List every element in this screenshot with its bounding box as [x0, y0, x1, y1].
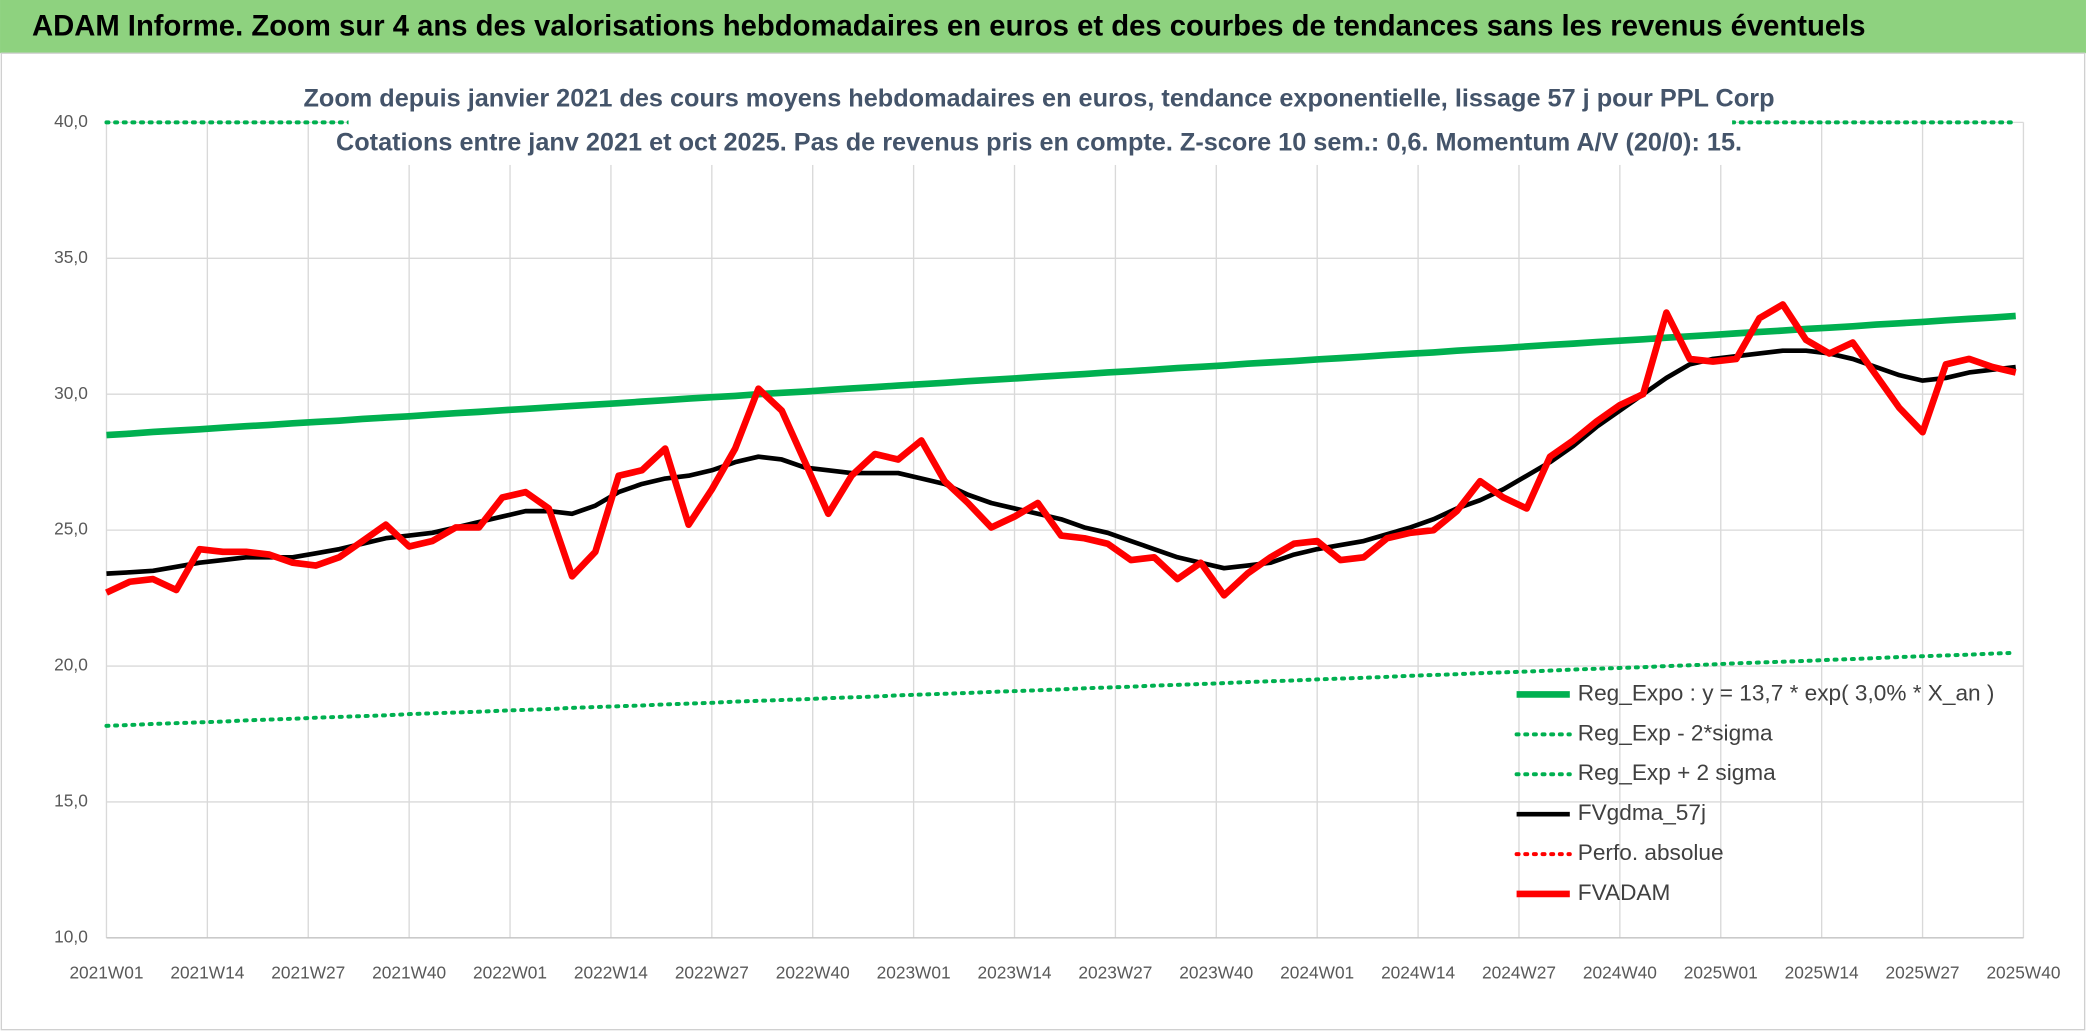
title-box	[348, 77, 1733, 165]
x-tick-label: 2023W01	[877, 962, 951, 982]
x-tick-label: 2023W27	[1078, 962, 1152, 982]
chart-title: Zoom depuis janvier 2021 des cours moyen…	[303, 84, 1774, 112]
x-tick-label: 2021W27	[271, 962, 345, 982]
x-tick-label: 2021W01	[69, 962, 143, 982]
x-tick-label: 2025W14	[1785, 962, 1859, 982]
x-tick-label: 2023W40	[1179, 962, 1253, 982]
y-tick-label: 20,0	[54, 655, 88, 675]
x-tick-label: 2021W14	[170, 962, 244, 982]
y-tick-label: 40,0	[54, 111, 88, 131]
x-tick-label: 2024W14	[1381, 962, 1455, 982]
legend-label: Reg_Exp - 2*sigma	[1578, 720, 1773, 745]
header-bar	[0, 0, 2086, 54]
series-line	[104, 650, 2018, 728]
x-tick-label: 2022W01	[473, 962, 547, 982]
x-tick-label: 2025W40	[1986, 962, 2060, 982]
y-tick-label: 10,0	[54, 926, 88, 946]
chart-subtitle: Cotations entre janv 2021 et oct 2025. P…	[336, 128, 1742, 156]
legend-label: Perfo. absolue	[1578, 840, 1724, 865]
x-tick-label: 2021W40	[372, 962, 446, 982]
x-tick-label: 2024W27	[1482, 962, 1556, 982]
legend-label: Reg_Exp + 2 sigma	[1578, 760, 1776, 785]
series-line	[105, 301, 2017, 599]
header-title: ADAM Informe. Zoom sur 4 ans des valoris…	[32, 11, 1866, 43]
x-tick-label: 2022W14	[574, 962, 648, 982]
y-tick-label: 25,0	[54, 519, 88, 539]
x-tick-label: 2022W27	[675, 962, 749, 982]
x-tick-label: 2022W40	[776, 962, 850, 982]
series-line	[106, 312, 2016, 439]
y-tick-label: 35,0	[54, 247, 88, 267]
legend-label: Reg_Expo : y = 13,7 * exp( 3,0% * X_an )	[1578, 680, 1995, 705]
x-tick-label: 2025W27	[1886, 962, 1960, 982]
legend-label: FVgdma_57j	[1578, 800, 1706, 825]
y-tick-label: 30,0	[54, 383, 88, 403]
x-tick-label: 2023W14	[978, 962, 1052, 982]
x-tick-label: 2024W40	[1583, 962, 1657, 982]
x-tick-label: 2024W01	[1280, 962, 1354, 982]
legend-label: FVADAM	[1578, 880, 1671, 905]
y-tick-label: 15,0	[54, 791, 88, 811]
x-tick-label: 2025W01	[1684, 962, 1758, 982]
chart-frame	[0, 52, 2086, 1031]
